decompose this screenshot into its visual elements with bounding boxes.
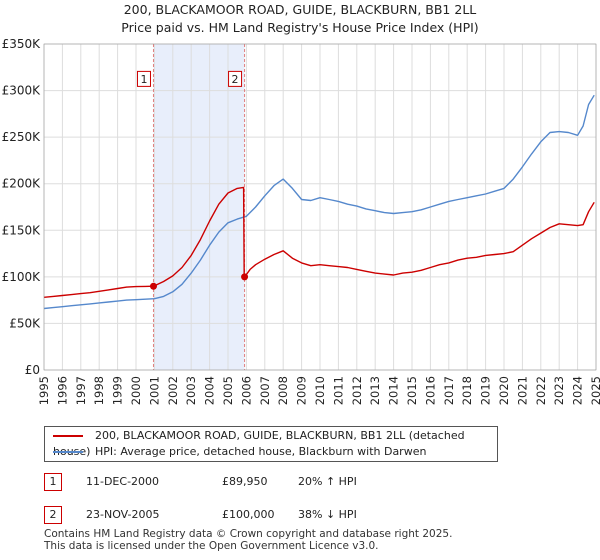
price-chart: £0 £50K £100K £150K £200K £250K £300K £350K 1995… [2, 37, 600, 405]
legend-entry-hpi: HPI: Average price, detached house, Blac… [53, 444, 426, 460]
x-tick-label: 1996 [55, 376, 69, 405]
y-tick-label: £50K [9, 316, 41, 330]
x-tick-label: 2017 [442, 376, 456, 405]
transaction-point [241, 273, 249, 281]
y-tick-label: £350K [2, 37, 42, 51]
legend-swatch-property [53, 435, 83, 437]
x-tick-label: 2018 [460, 376, 474, 405]
x-tick-label: 2012 [350, 376, 364, 405]
y-tick-label: £0 [25, 363, 40, 377]
x-tick-label: 2011 [331, 376, 345, 405]
x-tick-label: 2009 [295, 376, 309, 405]
x-tick-label: 2023 [552, 376, 566, 405]
legend-label-property: 200, BLACKAMOOR ROAD, GUIDE, BLACKBURN, … [53, 429, 465, 458]
chart-title: 200, BLACKAMOOR ROAD, GUIDE, BLACKBURN, … [0, 1, 600, 37]
y-tick-label: £250K [2, 130, 42, 144]
plot-frame [43, 43, 597, 371]
y-tick-label: £150K [2, 223, 42, 237]
property-price-line [43, 186, 595, 298]
x-tick-label: 1997 [74, 376, 88, 405]
x-tick-label: 2014 [387, 376, 401, 405]
x-tick-label: 2000 [129, 376, 143, 405]
x-tick-label: 2003 [184, 376, 198, 405]
title-line-1: 200, BLACKAMOOR ROAD, GUIDE, BLACKBURN, … [123, 2, 477, 17]
x-tick-label: 2010 [313, 376, 327, 405]
y-tick-label: £100K [2, 270, 42, 284]
x-tick-label: 1995 [37, 376, 51, 405]
x-tick-label: 2022 [534, 376, 548, 405]
transaction-label-box: 2 [228, 70, 243, 87]
transaction-label: 2 [232, 73, 239, 86]
x-tick-label: 2001 [147, 376, 161, 405]
transaction-hpi-delta: 20% ↑ HPI [298, 475, 357, 488]
transaction-price: £89,950 [222, 475, 268, 488]
x-tick-label: 2015 [405, 376, 419, 405]
transaction-date: 11-DEC-2000 [86, 475, 160, 488]
legend-swatch-hpi [53, 451, 83, 453]
x-tick-label: 2007 [258, 376, 272, 405]
legend-entry-property: 200, BLACKAMOOR ROAD, GUIDE, BLACKBURN, … [53, 428, 497, 458]
x-tick-label: 2021 [515, 376, 529, 405]
x-tick-label: 1999 [111, 376, 125, 405]
transaction-label-frame [228, 70, 243, 87]
hpi-line [43, 94, 595, 310]
transaction-badge: 2 [44, 506, 62, 524]
x-tick-label: 2024 [571, 376, 585, 405]
y-tick-label: £300K [2, 84, 42, 98]
x-tick-label: 2006 [239, 376, 253, 405]
title-line-2: Price paid vs. HM Land Registry's House … [121, 20, 479, 35]
transaction-badge: 1 [44, 473, 62, 491]
x-tick-label: 2016 [423, 376, 437, 405]
legend: 200, BLACKAMOOR ROAD, GUIDE, BLACKBURN, … [44, 426, 498, 462]
x-tick-label: 2005 [221, 376, 235, 405]
x-tick-label: 2008 [276, 376, 290, 405]
x-tick-label: 2004 [203, 376, 217, 405]
legend-label-hpi: HPI: Average price, detached house, Blac… [95, 445, 427, 458]
x-tick-label: 2019 [479, 376, 493, 405]
x-tick-label: 2020 [497, 376, 511, 405]
transaction-point [149, 282, 157, 290]
x-tick-label: 2025 [589, 376, 600, 405]
transaction-label: 1 [140, 73, 147, 86]
transaction-date: 23-NOV-2005 [86, 508, 160, 521]
footer: Contains HM Land Registry data © Crown c… [44, 528, 452, 552]
transaction-label-box: 1 [136, 70, 151, 87]
x-tick-label: 2013 [368, 376, 382, 405]
x-tick-label: 1998 [92, 376, 106, 405]
transaction-label-frame [136, 70, 151, 87]
footer-copyright: Contains HM Land Registry data © Crown c… [44, 528, 453, 540]
ownership-shade [153, 44, 245, 370]
x-tick-label: 2002 [166, 376, 180, 405]
y-tick-label: £200K [2, 177, 42, 191]
transaction-price: £100,000 [222, 508, 275, 521]
footer-licence: This data is licensed under the Open Gov… [44, 540, 379, 552]
transaction-hpi-delta: 38% ↓ HPI [298, 508, 357, 521]
